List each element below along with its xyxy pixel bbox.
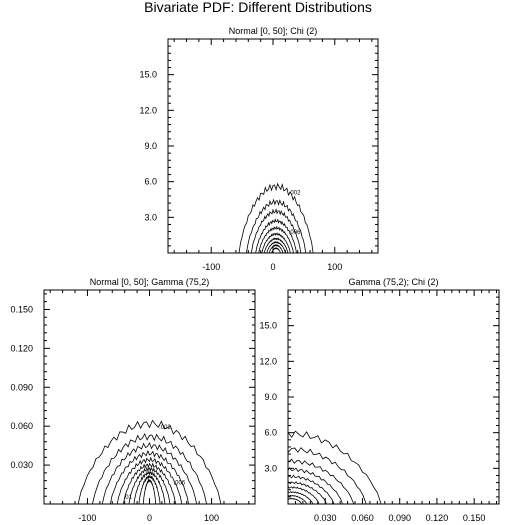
contour-line bbox=[266, 240, 286, 253]
contour-line bbox=[268, 243, 284, 253]
contour-line bbox=[288, 481, 327, 504]
y-tick-label: 9.0 bbox=[264, 392, 277, 402]
contour-line bbox=[255, 218, 297, 253]
contour-group bbox=[77, 419, 222, 504]
y-tick-label: 9.0 bbox=[144, 141, 157, 151]
contour-line bbox=[128, 466, 171, 504]
y-tick-label: 12.0 bbox=[259, 356, 277, 366]
panel-subtitle: Gamma (75,2); Chi (2) bbox=[348, 277, 438, 287]
x-tick-label: 100 bbox=[204, 513, 219, 523]
contour-line bbox=[142, 478, 157, 504]
contour-line bbox=[288, 447, 367, 504]
x-tick-label: 0.090 bbox=[388, 513, 411, 523]
contour-line bbox=[133, 470, 166, 504]
contour-line bbox=[110, 449, 189, 504]
contour-label: .002 bbox=[159, 425, 171, 431]
plot-frame bbox=[43, 289, 256, 505]
y-tick-label: 0.030 bbox=[10, 460, 33, 470]
chart-title: Bivariate PDF: Different Distributions bbox=[144, 0, 372, 15]
contour-line bbox=[246, 198, 307, 253]
plot-frame bbox=[287, 289, 500, 505]
contour-line bbox=[92, 432, 207, 504]
contour-line bbox=[116, 456, 183, 504]
contour-group bbox=[288, 430, 382, 504]
x-tick-label: 0.030 bbox=[314, 513, 337, 523]
panel-subtitle: Normal [0, 50]; Chi (2) bbox=[229, 26, 318, 36]
x-tick-label: -100 bbox=[78, 513, 96, 523]
contour-line bbox=[288, 430, 382, 504]
contour-label: .006 bbox=[289, 230, 301, 236]
panel-2: Normal [0, 50]; Gamma (75,2) .002 .006 .01 -… bbox=[10, 277, 256, 523]
y-tick-label: 15.0 bbox=[259, 321, 277, 331]
contour-label: .002 bbox=[289, 191, 301, 197]
panel-1: Normal [0, 50]; Chi (2) .002 .006 -100 0 100 3… bbox=[139, 26, 379, 272]
y-tick-label: 0.150 bbox=[10, 304, 33, 314]
y-tick-label: 0.060 bbox=[10, 421, 33, 431]
contour-line bbox=[288, 458, 355, 504]
contour-line bbox=[138, 475, 161, 504]
y-tick-label: 12.0 bbox=[139, 105, 157, 115]
y-tick-label: 3.0 bbox=[264, 463, 277, 473]
contour-line bbox=[288, 474, 335, 504]
contour-line bbox=[101, 442, 198, 504]
x-tick-label: 0.120 bbox=[426, 513, 449, 523]
contour-label: .006 bbox=[173, 481, 185, 487]
contour-line bbox=[251, 208, 302, 253]
contour-line bbox=[261, 232, 291, 253]
contour-line bbox=[288, 486, 320, 504]
x-tick-label: 100 bbox=[327, 262, 342, 272]
y-tick-label: 0.090 bbox=[10, 382, 33, 392]
x-tick-label: 0 bbox=[147, 513, 152, 523]
x-tick-label: 0.150 bbox=[463, 513, 486, 523]
x-tick-label: 0 bbox=[270, 262, 275, 272]
y-tick-label: 3.0 bbox=[144, 212, 157, 222]
contour-line bbox=[238, 182, 314, 253]
contour-group bbox=[238, 182, 314, 253]
contour-line bbox=[288, 467, 343, 504]
x-tick-label: -100 bbox=[202, 262, 220, 272]
contour-line bbox=[288, 491, 314, 504]
contour-line bbox=[258, 225, 294, 253]
contour-line bbox=[77, 419, 222, 504]
panel-subtitle: Normal [0, 50]; Gamma (75,2) bbox=[90, 277, 210, 287]
contour-line bbox=[288, 497, 303, 504]
panel-3: Gamma (75,2); Chi (2) 0.030 0.060 0.090 0.12… bbox=[259, 277, 500, 523]
contour-line bbox=[123, 462, 176, 504]
y-tick-label: 15.0 bbox=[139, 70, 157, 80]
contour-line bbox=[264, 237, 289, 253]
contour-line bbox=[288, 494, 307, 504]
y-tick-label: 6.0 bbox=[264, 428, 277, 438]
y-tick-label: 0.120 bbox=[10, 343, 33, 353]
y-tick-label: 6.0 bbox=[144, 177, 157, 187]
x-tick-label: 0.060 bbox=[351, 513, 374, 523]
contour-label: .01 bbox=[124, 495, 133, 501]
